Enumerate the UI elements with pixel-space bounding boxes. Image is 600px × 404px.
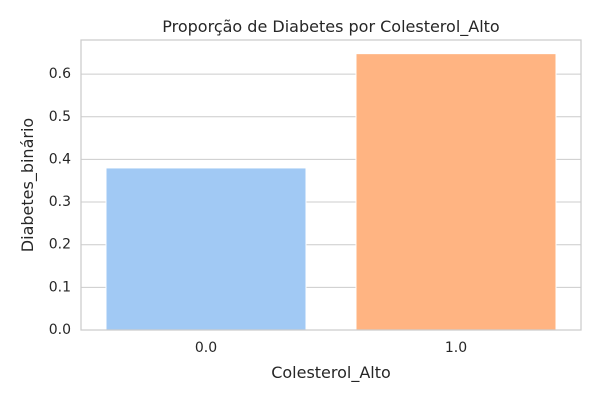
y-tick-label: 0.4 [49,151,71,167]
y-tick-label: 0.2 [49,237,71,253]
y-tick-labels: 0.0 0.1 0.2 0.3 0.4 0.5 0.6 [49,66,71,338]
bar-1.0 [355,53,557,331]
bar-0.0 [105,167,307,331]
y-axis-label: Diabetes_binário [18,118,38,252]
x-axis-label: Colesterol_Alto [271,363,391,383]
chart-title: Proporção de Diabetes por Colesterol_Alt… [162,17,499,37]
y-tick-label: 0.0 [49,322,71,338]
x-tick-labels: 0.0 1.0 [195,340,467,356]
x-tick-label: 1.0 [445,340,467,356]
x-tick-label: 0.0 [195,340,217,356]
y-tick-label: 0.3 [49,194,71,210]
plot-frame [80,39,582,331]
bars [105,53,557,331]
y-tick-label: 0.1 [49,279,71,295]
y-tick-label: 0.6 [49,66,71,82]
y-tick-label: 0.5 [49,109,71,125]
